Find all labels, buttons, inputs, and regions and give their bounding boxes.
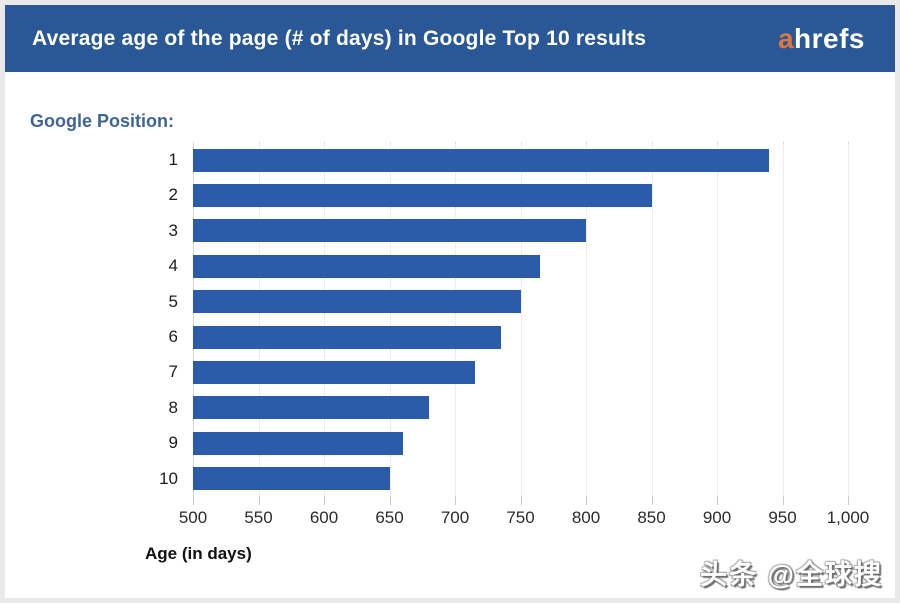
x-tick-600 (324, 496, 325, 505)
x-tick-label-1000: 1,000 (826, 508, 870, 527)
plot-area: 1 2 3 4 5 6 7 8 9 10 500 550 600 650 700 750 800 850 900 95… (159, 142, 869, 527)
bar-position-3 (193, 219, 586, 243)
gridline-650 (389, 142, 391, 496)
bar-position-4 (193, 254, 541, 278)
x-tick-label-700: 700 (440, 508, 470, 527)
x-axis-label: Age (in days) (145, 544, 252, 563)
x-tick-500 (193, 496, 194, 505)
bar-position-9 (193, 431, 403, 455)
bar-row-label-4: 4 (168, 256, 178, 276)
watermark: 头条 @全球搜 (700, 560, 883, 590)
x-tick-800 (586, 496, 587, 505)
x-tick-650 (389, 496, 391, 505)
x-tick-label-950: 950 (768, 508, 797, 527)
x-tick-700 (455, 496, 456, 505)
gridline-700 (455, 142, 456, 496)
x-tick-750 (520, 496, 522, 505)
gridline-800 (586, 142, 587, 496)
bar-position-2 (193, 183, 652, 207)
logo-hrefs: hrefs (794, 22, 865, 54)
x-tick-label-800: 800 (571, 508, 601, 527)
bar-row-label-6: 6 (168, 327, 178, 346)
bar-row-label-2: 2 (168, 185, 178, 205)
bar-row-label-8: 8 (168, 397, 178, 417)
ahrefs-logo: ahrefs (778, 23, 865, 55)
bar-row-label-5: 5 (168, 291, 178, 311)
gridline-750 (520, 142, 522, 496)
legend-label: Google Position: (30, 111, 174, 131)
bar-row-label-3: 3 (168, 220, 178, 240)
logo-a: a (777, 22, 795, 54)
x-tick-label-600: 600 (309, 508, 339, 527)
bar-row-label-10: 10 (159, 468, 178, 488)
x-tick-label-500: 500 (178, 508, 208, 527)
bar-position-8 (193, 396, 429, 420)
x-tick-label-850: 850 (637, 508, 666, 527)
bar-position-6 (193, 325, 501, 349)
x-tick-label-900: 900 (702, 508, 732, 527)
x-tick-850 (651, 496, 653, 505)
bar-row-label-1: 1 (168, 150, 178, 169)
bar-position-10 (193, 467, 390, 491)
bar-row-label-7: 7 (168, 362, 178, 382)
gridline-1000 (848, 142, 849, 496)
x-tick-900 (717, 496, 718, 505)
bar-position-5 (193, 290, 521, 314)
x-tick-label-650: 650 (375, 508, 404, 527)
bar-position-1 (193, 148, 770, 172)
x-tick-label-550: 550 (244, 508, 273, 527)
x-tick-label-750: 750 (506, 508, 535, 527)
gridline-600 (324, 142, 325, 496)
gridline-850 (651, 142, 653, 496)
chart-title: Average age of the page (# of days) in G… (32, 26, 647, 50)
x-tick-550 (258, 496, 260, 505)
gridline-900 (717, 142, 718, 496)
x-tick-950 (782, 496, 784, 505)
chart-card: Average age of the page (# of days) in G… (5, 5, 895, 598)
x-tick-1000 (848, 496, 849, 505)
gridline-550 (258, 142, 260, 496)
bar-position-7 (193, 360, 475, 384)
bar-row-label-9: 9 (168, 433, 178, 453)
y-axis-line (193, 142, 194, 496)
header-bar: Average age of the page (# of days) in G… (5, 5, 895, 72)
gridline-950 (782, 142, 784, 496)
